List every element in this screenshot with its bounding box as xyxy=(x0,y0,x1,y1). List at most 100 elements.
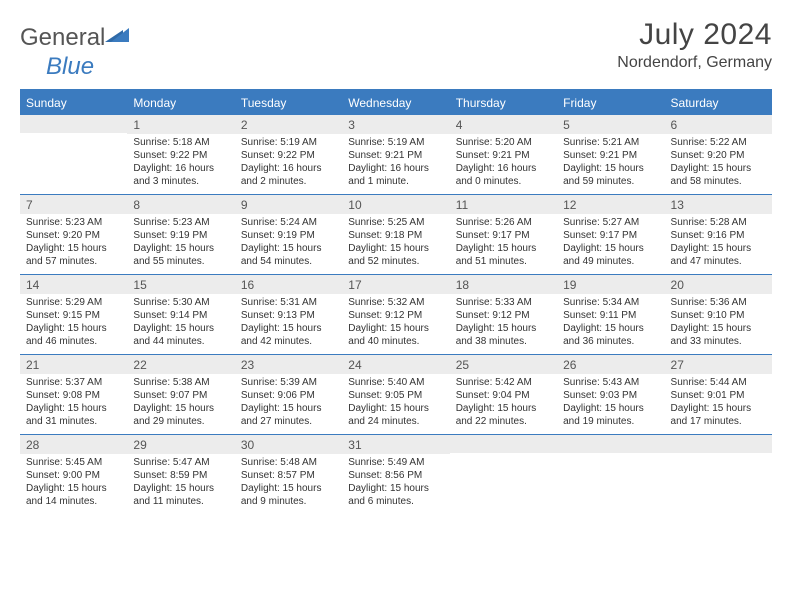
day-body: Sunrise: 5:29 AMSunset: 9:15 PMDaylight:… xyxy=(20,294,127,354)
day-number: 24 xyxy=(342,355,449,374)
day-body: Sunrise: 5:28 AMSunset: 9:16 PMDaylight:… xyxy=(665,214,772,274)
day-number: 8 xyxy=(127,195,234,214)
daylight-text: Daylight: 15 hours and 33 minutes. xyxy=(671,322,766,348)
day-body: Sunrise: 5:48 AMSunset: 8:57 PMDaylight:… xyxy=(235,454,342,514)
sunrise-text: Sunrise: 5:20 AM xyxy=(456,136,551,149)
sunrise-text: Sunrise: 5:30 AM xyxy=(133,296,228,309)
day-body: Sunrise: 5:27 AMSunset: 9:17 PMDaylight:… xyxy=(557,214,664,274)
sunset-text: Sunset: 9:19 PM xyxy=(241,229,336,242)
calendar-cell: 17Sunrise: 5:32 AMSunset: 9:12 PMDayligh… xyxy=(342,274,449,354)
sunrise-text: Sunrise: 5:28 AM xyxy=(671,216,766,229)
day-number: 22 xyxy=(127,355,234,374)
sunset-text: Sunset: 9:03 PM xyxy=(563,389,658,402)
calendar-cell: 2Sunrise: 5:19 AMSunset: 9:22 PMDaylight… xyxy=(235,115,342,195)
calendar-cell xyxy=(557,434,664,514)
day-number: 18 xyxy=(450,275,557,294)
dow-thursday: Thursday xyxy=(450,90,557,115)
calendar-body: 1Sunrise: 5:18 AMSunset: 9:22 PMDaylight… xyxy=(20,115,772,514)
sunrise-text: Sunrise: 5:29 AM xyxy=(26,296,121,309)
calendar-week-row: 21Sunrise: 5:37 AMSunset: 9:08 PMDayligh… xyxy=(20,354,772,434)
day-body xyxy=(450,453,557,503)
daylight-text: Daylight: 15 hours and 49 minutes. xyxy=(563,242,658,268)
daylight-text: Daylight: 15 hours and 9 minutes. xyxy=(241,482,336,508)
sunrise-text: Sunrise: 5:23 AM xyxy=(26,216,121,229)
daylight-text: Daylight: 15 hours and 59 minutes. xyxy=(563,162,658,188)
brand-part2: Blue xyxy=(46,53,94,80)
sunrise-text: Sunrise: 5:44 AM xyxy=(671,376,766,389)
day-number: 21 xyxy=(20,355,127,374)
dow-tuesday: Tuesday xyxy=(235,90,342,115)
sunrise-text: Sunrise: 5:43 AM xyxy=(563,376,658,389)
calendar-cell: 9Sunrise: 5:24 AMSunset: 9:19 PMDaylight… xyxy=(235,194,342,274)
daylight-text: Daylight: 15 hours and 22 minutes. xyxy=(456,402,551,428)
day-number: 20 xyxy=(665,275,772,294)
daylight-text: Daylight: 15 hours and 46 minutes. xyxy=(26,322,121,348)
day-number: 3 xyxy=(342,115,449,134)
day-number: 29 xyxy=(127,435,234,454)
day-number: 16 xyxy=(235,275,342,294)
sunset-text: Sunset: 9:21 PM xyxy=(563,149,658,162)
day-number: 19 xyxy=(557,275,664,294)
calendar-cell: 19Sunrise: 5:34 AMSunset: 9:11 PMDayligh… xyxy=(557,274,664,354)
sunset-text: Sunset: 9:17 PM xyxy=(456,229,551,242)
calendar-table: Sunday Monday Tuesday Wednesday Thursday… xyxy=(20,89,772,514)
flag-icon xyxy=(105,25,129,53)
sunrise-text: Sunrise: 5:19 AM xyxy=(348,136,443,149)
daylight-text: Daylight: 15 hours and 14 minutes. xyxy=(26,482,121,508)
daylight-text: Daylight: 15 hours and 19 minutes. xyxy=(563,402,658,428)
calendar-cell: 24Sunrise: 5:40 AMSunset: 9:05 PMDayligh… xyxy=(342,354,449,434)
sunrise-text: Sunrise: 5:40 AM xyxy=(348,376,443,389)
sunset-text: Sunset: 9:16 PM xyxy=(671,229,766,242)
day-number: 14 xyxy=(20,275,127,294)
calendar-cell: 21Sunrise: 5:37 AMSunset: 9:08 PMDayligh… xyxy=(20,354,127,434)
calendar-cell: 18Sunrise: 5:33 AMSunset: 9:12 PMDayligh… xyxy=(450,274,557,354)
day-number: 28 xyxy=(20,435,127,454)
calendar-cell: 30Sunrise: 5:48 AMSunset: 8:57 PMDayligh… xyxy=(235,434,342,514)
calendar-cell: 3Sunrise: 5:19 AMSunset: 9:21 PMDaylight… xyxy=(342,115,449,195)
day-body: Sunrise: 5:30 AMSunset: 9:14 PMDaylight:… xyxy=(127,294,234,354)
daylight-text: Daylight: 16 hours and 3 minutes. xyxy=(133,162,228,188)
sunrise-text: Sunrise: 5:47 AM xyxy=(133,456,228,469)
daylight-text: Daylight: 15 hours and 58 minutes. xyxy=(671,162,766,188)
calendar-cell: 31Sunrise: 5:49 AMSunset: 8:56 PMDayligh… xyxy=(342,434,449,514)
day-body: Sunrise: 5:42 AMSunset: 9:04 PMDaylight:… xyxy=(450,374,557,434)
sunset-text: Sunset: 9:14 PM xyxy=(133,309,228,322)
sunset-text: Sunset: 9:22 PM xyxy=(133,149,228,162)
sunrise-text: Sunrise: 5:26 AM xyxy=(456,216,551,229)
sunrise-text: Sunrise: 5:22 AM xyxy=(671,136,766,149)
day-number: 13 xyxy=(665,195,772,214)
calendar-cell: 6Sunrise: 5:22 AMSunset: 9:20 PMDaylight… xyxy=(665,115,772,195)
day-body: Sunrise: 5:24 AMSunset: 9:19 PMDaylight:… xyxy=(235,214,342,274)
sunrise-text: Sunrise: 5:49 AM xyxy=(348,456,443,469)
sunset-text: Sunset: 9:06 PM xyxy=(241,389,336,402)
day-number: 6 xyxy=(665,115,772,134)
day-number: 1 xyxy=(127,115,234,134)
calendar-cell: 5Sunrise: 5:21 AMSunset: 9:21 PMDaylight… xyxy=(557,115,664,195)
daylight-text: Daylight: 15 hours and 38 minutes. xyxy=(456,322,551,348)
sunrise-text: Sunrise: 5:18 AM xyxy=(133,136,228,149)
daylight-text: Daylight: 16 hours and 2 minutes. xyxy=(241,162,336,188)
day-number: 23 xyxy=(235,355,342,374)
calendar-cell: 22Sunrise: 5:38 AMSunset: 9:07 PMDayligh… xyxy=(127,354,234,434)
day-number: 4 xyxy=(450,115,557,134)
day-body: Sunrise: 5:31 AMSunset: 9:13 PMDaylight:… xyxy=(235,294,342,354)
day-number: 30 xyxy=(235,435,342,454)
sunrise-text: Sunrise: 5:32 AM xyxy=(348,296,443,309)
day-body xyxy=(20,133,127,183)
day-number: 17 xyxy=(342,275,449,294)
sunrise-text: Sunrise: 5:23 AM xyxy=(133,216,228,229)
daylight-text: Daylight: 15 hours and 47 minutes. xyxy=(671,242,766,268)
day-number: 9 xyxy=(235,195,342,214)
days-of-week-row: Sunday Monday Tuesday Wednesday Thursday… xyxy=(20,90,772,115)
day-body: Sunrise: 5:25 AMSunset: 9:18 PMDaylight:… xyxy=(342,214,449,274)
sunset-text: Sunset: 9:10 PM xyxy=(671,309,766,322)
day-number: 27 xyxy=(665,355,772,374)
day-body: Sunrise: 5:20 AMSunset: 9:21 PMDaylight:… xyxy=(450,134,557,194)
day-body: Sunrise: 5:47 AMSunset: 8:59 PMDaylight:… xyxy=(127,454,234,514)
sunrise-text: Sunrise: 5:27 AM xyxy=(563,216,658,229)
sunrise-text: Sunrise: 5:21 AM xyxy=(563,136,658,149)
day-body: Sunrise: 5:40 AMSunset: 9:05 PMDaylight:… xyxy=(342,374,449,434)
brand-part1: General xyxy=(20,24,105,51)
day-body: Sunrise: 5:49 AMSunset: 8:56 PMDaylight:… xyxy=(342,454,449,514)
sunset-text: Sunset: 9:15 PM xyxy=(26,309,121,322)
